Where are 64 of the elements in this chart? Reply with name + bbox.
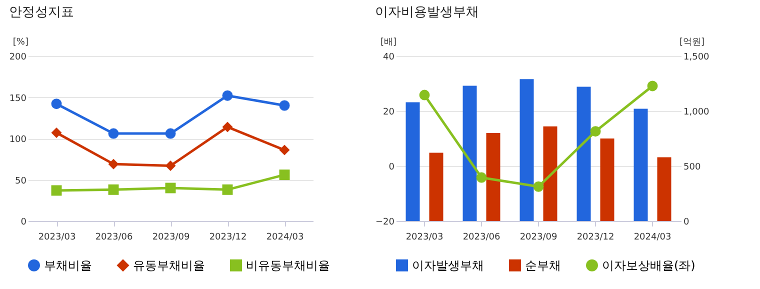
x-tick-label: 2023/06 (95, 232, 133, 242)
x-tick-label: 2023/06 (462, 232, 500, 242)
y-tick-label: 20 (383, 108, 395, 118)
y-tick-label: 0 (20, 218, 27, 228)
point (108, 184, 119, 195)
point (279, 170, 290, 180)
bar (576, 86, 591, 221)
point (279, 144, 290, 156)
point (165, 182, 176, 194)
point (222, 184, 233, 195)
bar (462, 86, 477, 221)
point (51, 185, 62, 196)
x-tick-label: 2023/09 (520, 232, 558, 242)
bar (657, 157, 672, 221)
point (222, 122, 233, 132)
x-tick-label: 2023/03 (406, 232, 444, 242)
legend-label: 이자발생부채 (412, 258, 484, 272)
x-tick-label: 2024/03 (266, 232, 304, 242)
x-tick-label: 2024/03 (634, 232, 672, 242)
x-tick-label: 2023/12 (209, 232, 247, 242)
chart-title: 이자비용발생부채 (375, 5, 480, 20)
y2-tick-label: 0 (684, 218, 690, 228)
y2-tick-label: 1,000 (684, 108, 710, 118)
y2-tick-label: 500 (684, 162, 701, 172)
x-tick-label: 2023/12 (576, 232, 614, 242)
x-tick-label: 2023/03 (38, 232, 76, 242)
point (590, 126, 601, 137)
bar (520, 79, 534, 221)
point (51, 127, 62, 138)
bar (429, 152, 444, 221)
legend-label: 비유동부채비율 (246, 258, 330, 272)
point (476, 172, 487, 183)
y-tick-label: 40 (383, 52, 395, 62)
legend-label: 순부채 (525, 258, 561, 272)
y-tick-label: 50 (15, 176, 27, 186)
point (165, 128, 176, 139)
bar (406, 102, 420, 221)
y-tick-label: 0 (388, 162, 395, 172)
y-tick-label: −20 (376, 218, 395, 228)
point (533, 181, 544, 192)
y2-axis-title: [억원] (680, 38, 705, 48)
bar (486, 133, 500, 221)
legend-label: 이자보상배율(좌) (602, 258, 696, 272)
bar (543, 126, 558, 221)
legend-label: 유동부채비율 (133, 258, 205, 272)
legend-label: 부채비율 (44, 258, 92, 272)
chart-title: 안정성지표 (8, 5, 74, 20)
point (419, 90, 430, 100)
y-tick-label: 150 (9, 94, 27, 104)
point (108, 128, 119, 139)
y-axis-title: [배] (380, 38, 396, 48)
y-tick-label: 100 (9, 135, 27, 145)
bar (634, 108, 648, 221)
y-tick-label: 200 (9, 52, 27, 62)
point (279, 100, 290, 111)
point (222, 90, 233, 101)
bar (600, 138, 614, 221)
y2-tick-label: 1,500 (684, 52, 710, 62)
point (51, 98, 62, 110)
point (647, 80, 658, 92)
point (165, 160, 176, 171)
point (108, 158, 119, 170)
y-axis-title: [%] (12, 38, 28, 48)
x-tick-label: 2023/09 (152, 232, 190, 242)
